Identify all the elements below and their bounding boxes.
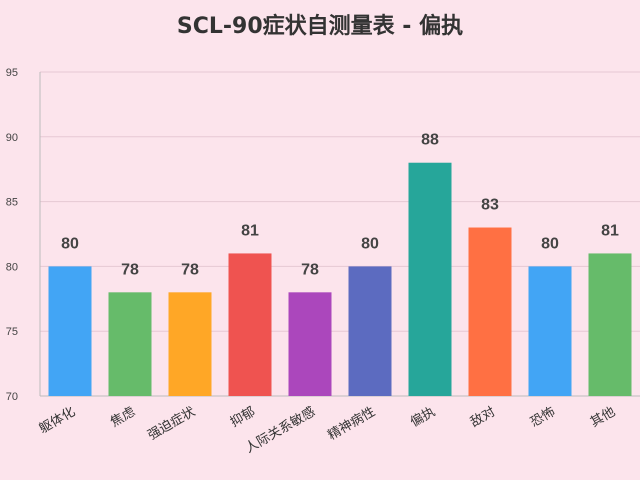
y-tick-label: 85 bbox=[6, 197, 18, 209]
y-tick-label: 70 bbox=[6, 391, 18, 403]
x-tick-label: 其他 bbox=[588, 404, 618, 430]
y-tick-label: 80 bbox=[6, 261, 18, 273]
bar bbox=[288, 292, 332, 396]
data-label: 78 bbox=[301, 261, 319, 278]
bar bbox=[408, 162, 452, 396]
data-label: 80 bbox=[361, 235, 379, 252]
y-tick-label: 90 bbox=[6, 132, 18, 144]
x-tick-label: 精神病性 bbox=[325, 404, 378, 443]
x-tick-label: 焦虑 bbox=[108, 404, 138, 430]
bar bbox=[348, 266, 392, 396]
bar bbox=[108, 292, 152, 396]
bar bbox=[168, 292, 212, 396]
y-tick-label: 95 bbox=[6, 67, 18, 79]
bar bbox=[48, 266, 92, 396]
x-tick-label: 偏执 bbox=[408, 404, 438, 430]
data-label: 78 bbox=[121, 261, 139, 278]
data-label: 81 bbox=[241, 222, 259, 239]
data-label: 81 bbox=[601, 222, 619, 239]
data-label: 80 bbox=[61, 235, 79, 252]
bar bbox=[228, 253, 272, 396]
bar bbox=[468, 227, 512, 396]
x-tick-label: 抑郁 bbox=[228, 404, 258, 430]
chart-title: SCL-90症状自测量表 - 偏执 bbox=[176, 14, 464, 39]
data-label: 83 bbox=[481, 197, 499, 214]
data-label: 78 bbox=[181, 261, 199, 278]
y-tick-label: 75 bbox=[6, 326, 18, 338]
x-tick-label: 躯体化 bbox=[36, 404, 78, 437]
data-label: 88 bbox=[421, 132, 439, 149]
bar bbox=[588, 253, 632, 396]
data-label: 80 bbox=[541, 235, 559, 252]
x-tick-label: 恐怖 bbox=[527, 404, 558, 431]
x-tick-label: 敌对 bbox=[468, 404, 498, 430]
bar bbox=[528, 266, 572, 396]
x-tick-label: 强迫症状 bbox=[145, 404, 198, 443]
